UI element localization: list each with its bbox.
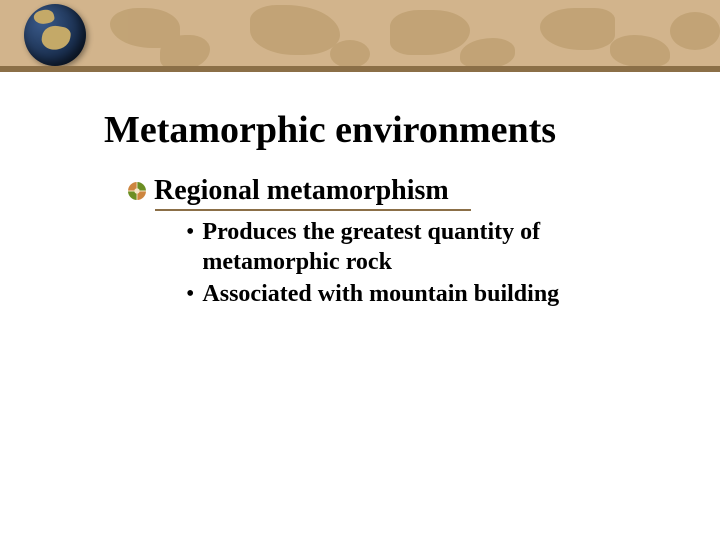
bullet-1-underline (155, 209, 471, 211)
bullet-dot-icon: • (186, 217, 194, 247)
slide-title: Metamorphic environments (104, 108, 556, 152)
sub-bullets-container: • Produces the greatest quantity of meta… (186, 217, 666, 311)
sub-bullet-item: • Produces the greatest quantity of meta… (186, 217, 666, 277)
map-pattern (0, 0, 720, 72)
header-band (0, 0, 720, 72)
bullet-level-1: Regional metamorphism (128, 175, 449, 207)
sub-bullet-text: Produces the greatest quantity of metamo… (202, 217, 666, 277)
globe-icon (24, 4, 86, 66)
sub-bullet-item: • Associated with mountain building (186, 279, 666, 309)
sub-bullet-text: Associated with mountain building (202, 279, 559, 309)
bullet-dot-icon: • (186, 279, 194, 309)
compass-bullet-icon (128, 182, 146, 200)
header-edge (0, 66, 720, 72)
bullet-1-text: Regional metamorphism (154, 175, 449, 207)
